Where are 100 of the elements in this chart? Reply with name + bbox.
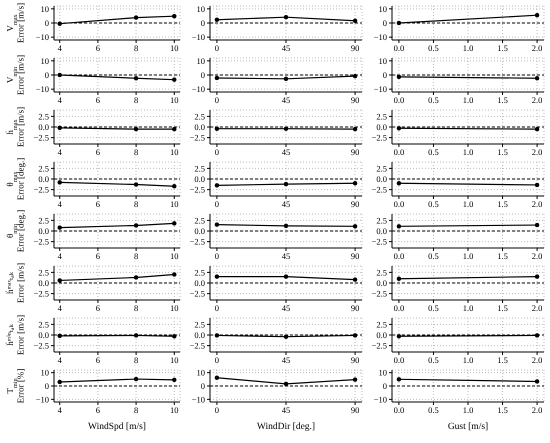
y-tick-label: 0 [382,381,387,392]
x-tick-label: 1.5 [497,355,508,366]
y-tick-label: 0.0 [38,330,49,340]
x-tick-label: 45 [282,43,290,54]
y-tick-label: 10 [40,56,49,66]
x-tick-label: 90 [350,405,360,416]
x-tick-label: 8 [134,95,138,106]
x-tick-label: 4 [58,95,63,106]
y-tick-label: 0.0 [194,330,205,340]
x-tick-label: 10 [170,95,179,106]
x-tick-label: 90 [350,355,360,366]
y-tick-label: 0.0 [194,226,205,236]
x-tick-label: 0 [214,405,220,416]
y-tick-label: 10 [378,56,387,66]
x-tick-label: 6 [96,303,100,314]
y-tick-label: 0.0 [194,278,205,288]
x-tick-label: 2.0 [532,355,542,366]
y-tick-label: −2.5 [372,184,387,195]
y-tick-label: 2.5 [194,319,205,330]
x-tick-label: 8 [134,355,138,366]
x-tick-label: 1.0 [462,251,474,262]
y-tick-label: −10 [36,84,49,94]
y-tick-label: 10 [40,4,49,14]
y-tick-label: 0.0 [38,122,49,132]
y-tick-label: 2.5 [376,267,387,278]
x-tick-label: 0.5 [428,251,439,262]
x-tick-label: 1.5 [497,251,508,262]
x-tick-label: 45 [282,303,290,314]
x-tick-label: 90 [350,303,360,314]
x-tick-label: 8 [134,199,138,210]
x-tick-label: 1.5 [497,405,508,416]
x-tick-label: 0.5 [428,405,439,416]
y-tick-label: −10 [374,32,387,42]
x-tick-label: 2.0 [532,43,542,54]
y-tick-label: −2.5 [190,132,205,143]
y-tick-label: −2.5 [372,340,387,351]
y-tick-label: 10 [40,368,49,378]
x-tick-label: 2.0 [532,147,542,158]
y-tick-label: −2.5 [34,236,49,247]
y-tick-label: 0 [200,381,205,392]
x-axis-title: WindSpd [m/s] [88,422,146,432]
x-tick-label: 1.0 [462,199,474,210]
y-tick-label: 2.5 [194,163,205,174]
x-tick-label: 90 [350,199,360,210]
y-tick-label: −10 [374,84,387,94]
y-tick-label: 0.0 [38,226,49,236]
y-tick-label: −2.5 [34,340,49,351]
x-tick-label: 0.5 [428,147,439,158]
y-tick-label: 2.5 [194,267,205,278]
y-tick-label: −2.5 [372,132,387,143]
x-tick-label: 45 [282,95,290,106]
y-tick-label: −10 [192,32,205,42]
y-tick-label: −2.5 [372,236,387,247]
y-tick-label: 0.0 [194,174,205,184]
x-tick-label: 4 [58,147,63,158]
x-tick-label: 1.0 [462,147,474,158]
x-tick-label: 4 [58,303,63,314]
y-tick-label: 10 [378,4,387,14]
y-tick-label: 10 [196,56,205,66]
x-tick-label: 6 [96,251,100,262]
x-tick-label: 90 [350,95,360,106]
x-tick-label: 2.0 [532,303,542,314]
x-tick-label: 0.0 [394,355,404,366]
x-tick-label: 0 [214,147,220,158]
y-tick-label: 0 [200,18,205,28]
x-tick-label: 0 [214,199,220,210]
y-tick-label: 0.0 [376,122,387,132]
x-tick-label: 45 [282,199,290,210]
y-tick-label: −2.5 [190,288,205,299]
y-tick-label: 10 [196,4,205,14]
x-tick-label: 10 [170,405,179,416]
x-tick-label: 90 [350,251,360,262]
x-tick-label: 8 [134,147,138,158]
x-tick-label: 10 [170,251,179,262]
x-axis-title: Gust [m/s] [448,422,488,432]
x-tick-label: 45 [282,355,290,366]
x-tick-label: 6 [96,355,100,366]
x-tick-label: 10 [170,43,179,54]
x-tick-label: 90 [350,147,360,158]
x-tick-label: 10 [170,199,179,210]
x-tick-label: 0.0 [394,43,404,54]
x-tick-label: 0.5 [428,303,439,314]
y-tick-label: −2.5 [190,340,205,351]
x-tick-label: 45 [282,251,290,262]
x-tick-label: 4 [58,355,63,366]
x-tick-label: 8 [134,43,138,54]
y-tick-label: 0.0 [376,330,387,340]
x-tick-label: 45 [282,147,290,158]
x-tick-label: 2.0 [532,199,542,210]
y-tick-label: 0.0 [194,122,205,132]
y-tick-label: 2.5 [38,267,49,278]
y-tick-label: −2.5 [372,288,387,299]
y-tick-label: 2.5 [376,215,387,226]
y-tick-label: 0.0 [38,174,49,184]
y-tick-label: −2.5 [190,236,205,247]
x-tick-label: 10 [170,303,179,314]
y-tick-label: 2.5 [376,111,387,122]
x-tick-label: 1.5 [497,43,508,54]
x-axis-title: WindDir [deg.] [256,422,316,432]
x-tick-label: 90 [350,43,360,54]
